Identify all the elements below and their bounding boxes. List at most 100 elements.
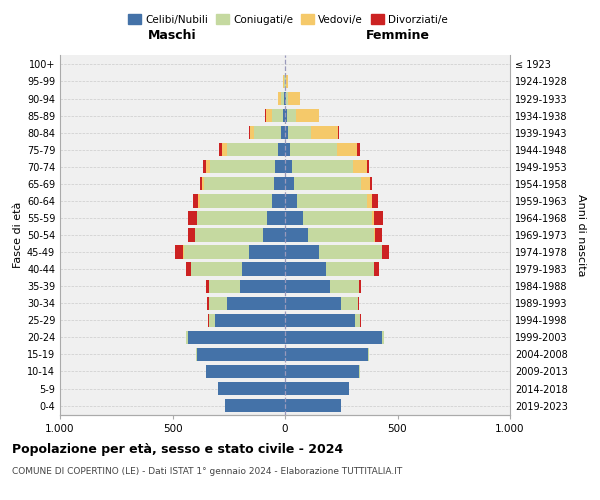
Bar — [206, 280, 209, 293]
Text: Maschi: Maschi — [148, 29, 197, 42]
Bar — [204, 177, 274, 190]
Bar — [271, 109, 283, 122]
Bar — [371, 212, 374, 224]
Bar — [275, 160, 285, 173]
Bar — [266, 109, 271, 122]
Bar — [341, 296, 358, 310]
Bar — [285, 109, 287, 122]
Bar — [285, 330, 382, 344]
Bar — [298, 194, 367, 207]
Bar — [285, 160, 292, 173]
Bar — [274, 177, 285, 190]
Bar — [367, 160, 370, 173]
Bar — [186, 262, 191, 276]
Bar — [281, 126, 285, 140]
Bar — [215, 314, 285, 327]
Bar — [283, 109, 285, 122]
Bar — [242, 262, 285, 276]
Bar — [285, 314, 355, 327]
Bar — [218, 382, 285, 395]
Bar — [200, 177, 202, 190]
Bar — [250, 126, 254, 140]
Bar — [374, 212, 383, 224]
Bar — [249, 126, 250, 140]
Bar — [188, 228, 194, 241]
Bar — [227, 296, 285, 310]
Bar — [289, 126, 311, 140]
Bar — [188, 330, 285, 344]
Bar — [209, 280, 240, 293]
Bar — [308, 228, 374, 241]
Bar — [358, 296, 359, 310]
Bar — [285, 280, 330, 293]
Bar — [290, 143, 337, 156]
Bar — [325, 262, 374, 276]
Bar — [271, 194, 285, 207]
Bar — [278, 143, 285, 156]
Bar — [191, 262, 242, 276]
Bar — [196, 348, 197, 361]
Bar — [184, 246, 249, 258]
Bar — [285, 262, 325, 276]
Bar — [240, 280, 285, 293]
Bar — [285, 126, 289, 140]
Bar — [278, 92, 281, 105]
Bar — [295, 177, 361, 190]
Bar — [188, 212, 197, 224]
Bar — [285, 296, 341, 310]
Bar — [285, 143, 290, 156]
Bar — [206, 160, 209, 173]
Bar — [382, 246, 389, 258]
Bar — [285, 212, 303, 224]
Y-axis label: Fasce di età: Fasce di età — [13, 202, 23, 268]
Bar — [209, 160, 275, 173]
Bar — [355, 314, 361, 327]
Bar — [285, 246, 319, 258]
Bar — [265, 109, 266, 122]
Bar — [284, 92, 285, 105]
Bar — [222, 143, 227, 156]
Bar — [375, 228, 382, 241]
Bar — [285, 177, 295, 190]
Bar — [303, 212, 371, 224]
Bar — [285, 228, 308, 241]
Bar — [186, 330, 188, 344]
Bar — [374, 262, 379, 276]
Bar — [199, 194, 271, 207]
Bar — [197, 212, 267, 224]
Bar — [296, 109, 319, 122]
Bar — [367, 194, 371, 207]
Bar — [208, 296, 209, 310]
Bar — [368, 348, 370, 361]
Bar — [254, 126, 281, 140]
Text: COMUNE DI COPERTINO (LE) - Dati ISTAT 1° gennaio 2024 - Elaborazione TUTTITALIA.: COMUNE DI COPERTINO (LE) - Dati ISTAT 1°… — [12, 468, 402, 476]
Bar — [374, 228, 375, 241]
Bar — [286, 92, 289, 105]
Bar — [337, 143, 358, 156]
Text: Femmine: Femmine — [365, 29, 430, 42]
Bar — [319, 246, 382, 258]
Bar — [281, 92, 284, 105]
Bar — [292, 160, 353, 173]
Bar — [311, 126, 338, 140]
Bar — [287, 109, 296, 122]
Bar — [209, 296, 227, 310]
Bar — [285, 399, 341, 412]
Text: Popolazione per età, sesso e stato civile - 2024: Popolazione per età, sesso e stato civil… — [12, 442, 343, 456]
Bar — [289, 92, 299, 105]
Bar — [202, 177, 204, 190]
Bar — [371, 194, 379, 207]
Bar — [227, 143, 278, 156]
Bar — [206, 365, 285, 378]
Bar — [263, 228, 285, 241]
Bar — [218, 143, 222, 156]
Bar — [208, 314, 209, 327]
Bar — [382, 330, 384, 344]
Bar — [197, 348, 285, 361]
Bar — [338, 126, 339, 140]
Bar — [359, 280, 361, 293]
Bar — [249, 246, 285, 258]
Legend: Celibi/Nubili, Coniugati/e, Vedovi/e, Divorziati/e: Celibi/Nubili, Coniugati/e, Vedovi/e, Di… — [124, 10, 452, 29]
Bar — [361, 177, 370, 190]
Bar — [330, 280, 359, 293]
